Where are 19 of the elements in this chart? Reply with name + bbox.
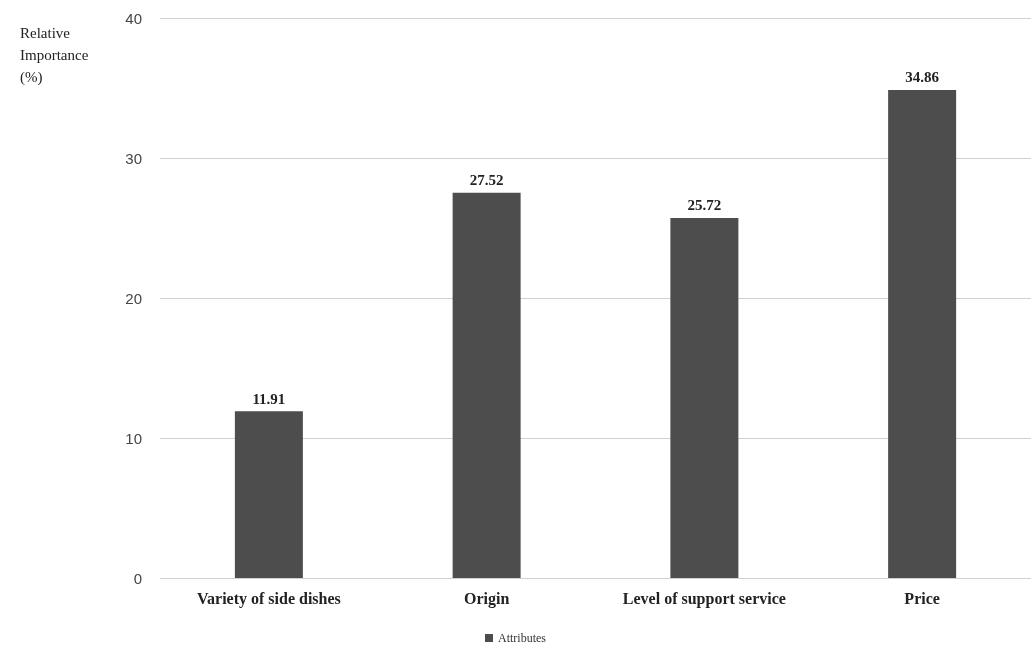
y-tick-label: 0 — [133, 569, 142, 587]
data-label: 11.91 — [252, 390, 286, 407]
bar — [452, 192, 521, 578]
y-tick-label: 20 — [125, 289, 142, 307]
data-label: 27.52 — [469, 172, 504, 189]
bar — [888, 89, 957, 578]
y-tick-label: 30 — [125, 149, 142, 167]
bar — [670, 217, 739, 578]
x-tick-label: Origin — [463, 589, 510, 608]
data-label: 34.86 — [905, 69, 940, 86]
y-tick-label: 40 — [125, 9, 142, 27]
legend-label: Attributes — [498, 631, 547, 645]
x-tick-label: Price — [904, 589, 940, 607]
bar — [234, 411, 303, 578]
x-tick-label: Level of support service — [622, 589, 786, 608]
data-label: 25.72 — [687, 197, 722, 214]
y-axis-title: Relative Importance (%) — [20, 25, 93, 86]
x-tick-label: Variety of side dishes — [196, 589, 341, 608]
y-tick-label: 10 — [125, 429, 142, 447]
